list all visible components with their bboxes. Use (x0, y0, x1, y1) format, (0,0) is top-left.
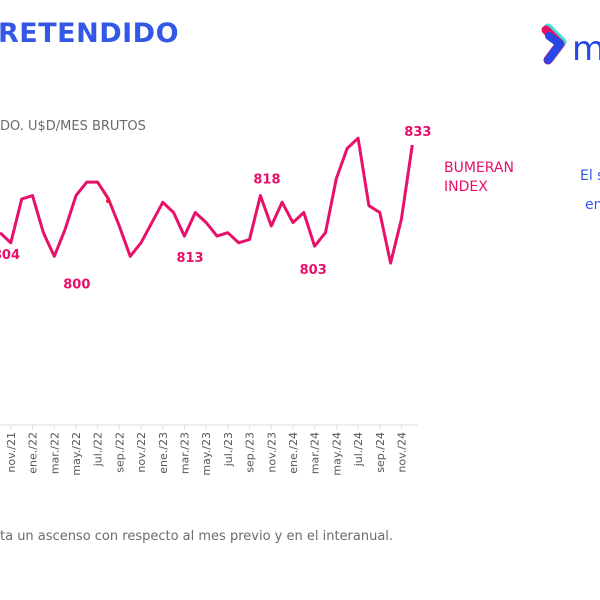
data-label: 813 (176, 251, 203, 266)
data-label: 803 (300, 263, 327, 278)
data-label: 804 (0, 248, 20, 263)
footer-note: ta un ascenso con respecto al mes previo… (0, 529, 394, 544)
x-tick-label: ene./24 (287, 432, 300, 474)
x-tick-label: may./22 (70, 432, 83, 476)
chart-subtitle: DO. U$D/MES BRUTOS (0, 119, 146, 134)
x-tick-label: nov./22 (135, 432, 148, 473)
legend-label-line2: INDEX (444, 179, 488, 195)
decorative-dot (106, 199, 110, 203)
x-tick-label: mar./23 (178, 432, 191, 474)
x-tick-label: nov./24 (395, 432, 408, 473)
x-tick-label: jul./24 (352, 432, 365, 467)
x-tick-label: nov./23 (265, 432, 278, 473)
x-tick-label: mar./22 (48, 432, 61, 474)
series-line-bumeran-index (0, 136, 414, 265)
x-tick-label: sep./22 (113, 432, 126, 473)
x-tick-label: jul./23 (222, 432, 235, 467)
legend-label-line1: BUMERAN (444, 160, 514, 176)
x-tick-label: nov./21 (5, 432, 18, 473)
logo-text: m (572, 29, 600, 69)
x-tick-label: ene./22 (27, 432, 40, 474)
data-label: 800 (63, 277, 90, 292)
x-tick-label: may./23 (200, 432, 213, 476)
side-text-line1: El s (580, 168, 600, 184)
x-tick-label: mar./24 (309, 432, 322, 474)
brand-logo: m (541, 23, 600, 69)
x-tick-label: jul./22 (92, 432, 105, 467)
side-text-line2: en (585, 197, 600, 213)
x-tick-label: sep./23 (244, 432, 257, 473)
x-tick-label: sep./24 (374, 432, 387, 473)
data-label: 833 (404, 125, 431, 140)
x-tick-label: ene./23 (157, 432, 170, 474)
slide-title: RETENDIDO (0, 18, 180, 49)
x-tick-label: may./24 (330, 432, 343, 476)
data-label: 818 (253, 173, 280, 188)
